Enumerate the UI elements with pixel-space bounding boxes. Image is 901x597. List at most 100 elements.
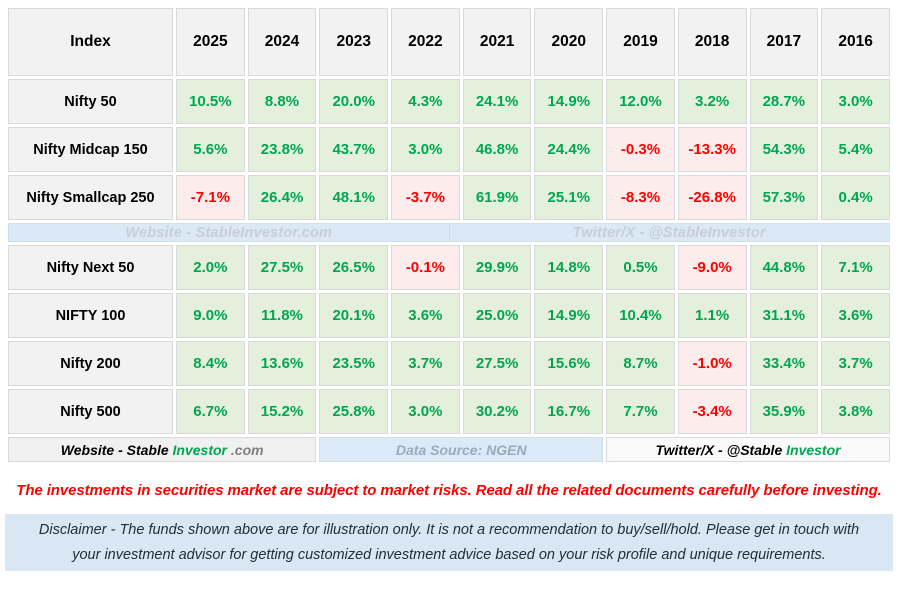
header-cell-year: 2019 [606, 8, 675, 76]
return-cell: 10.4% [606, 293, 675, 338]
header-cell-year: 2017 [749, 8, 819, 76]
return-cell: 14.8% [534, 245, 604, 290]
return-cell: 4.3% [391, 79, 460, 124]
return-cell: 11.8% [247, 293, 317, 338]
return-cell: 54.3% [749, 127, 819, 172]
return-cell: 44.8% [749, 245, 819, 290]
watermark-band: Website - StableInvestor.com Twitter/X -… [8, 223, 890, 242]
return-cell: 7.7% [606, 389, 675, 434]
return-cell: 25.1% [534, 175, 604, 220]
index-cell: Nifty Next 50 [8, 245, 173, 290]
return-cell: 30.2% [462, 389, 532, 434]
index-returns-page: Index 2025 2024 2023 2022 2021 2020 2019 2018 201… [5, 5, 893, 571]
header-cell-year: 2018 [677, 8, 747, 76]
return-cell: 31.1% [749, 293, 819, 338]
index-cell: Nifty 50 [8, 79, 173, 124]
table-row: Nifty 200 8.4% 13.6% 23.5% 3.7% 27.5% 15.6% 8.7… [8, 341, 890, 386]
table-row: Nifty Midcap 150 5.6% 23.8% 43.7% 3.0% 46.8% 2… [8, 127, 890, 172]
return-cell: 8.8% [247, 79, 317, 124]
index-cell: NIFTY 100 [8, 293, 173, 338]
disclaimer-text: Disclaimer - The funds shown above are f… [5, 514, 893, 571]
return-cell: 57.3% [749, 175, 819, 220]
header-cell-year: 2022 [391, 8, 460, 76]
table-row: Nifty 500 6.7% 15.2% 25.8% 3.0% 30.2% 16.7% 7.7… [8, 389, 890, 434]
returns-table-body-bottom: Nifty Next 50 2.0% 27.5% 26.5% -0.1% 29.9% 14.… [8, 245, 890, 434]
header-cell-year: 2025 [176, 8, 245, 76]
footer-datasource: Data Source: NGEN [319, 437, 604, 462]
return-cell: -0.3% [606, 127, 675, 172]
return-cell: 10.5% [176, 79, 245, 124]
return-cell: 27.5% [462, 341, 532, 386]
return-cell: 61.9% [462, 175, 532, 220]
footer-website: Website - Stable Investor .com [8, 437, 317, 462]
return-cell: 13.6% [247, 341, 317, 386]
header-cell-index: Index [8, 8, 173, 76]
return-cell: 14.9% [534, 293, 604, 338]
return-cell: 9.0% [176, 293, 245, 338]
return-cell: -3.7% [391, 175, 460, 220]
return-cell: 33.4% [749, 341, 819, 386]
footer-twitter: Twitter/X - @Stable Investor [606, 437, 890, 462]
return-cell: 5.4% [821, 127, 890, 172]
return-cell: 7.1% [821, 245, 890, 290]
returns-table-body-top: Nifty 50 10.5% 8.8% 20.0% 4.3% 24.1% 14.9% 12.0… [8, 79, 890, 220]
footer-website-prefix: Website - Stable [60, 441, 173, 458]
watermark-twitter: Twitter/X - @StableInvestor [572, 224, 766, 241]
return-cell: 3.7% [391, 341, 460, 386]
return-cell: 3.7% [821, 341, 890, 386]
return-cell: -7.1% [176, 175, 245, 220]
return-cell: 20.1% [319, 293, 389, 338]
watermark-row: Website - StableInvestor.com Twitter/X -… [8, 223, 890, 242]
returns-table: Index 2025 2024 2023 2022 2021 2020 2019 2018 201… [5, 5, 893, 465]
watermark-website: Website - StableInvestor.com [9, 224, 450, 241]
index-cell: Nifty Smallcap 250 [8, 175, 173, 220]
header-cell-year: 2021 [462, 8, 532, 76]
table-row: Nifty Next 50 2.0% 27.5% 26.5% -0.1% 29.9% 14.… [8, 245, 890, 290]
table-row: Nifty 50 10.5% 8.8% 20.0% 4.3% 24.1% 14.9% 12.0… [8, 79, 890, 124]
return-cell: 16.7% [534, 389, 604, 434]
return-cell: 23.5% [319, 341, 389, 386]
return-cell: 29.9% [462, 245, 532, 290]
return-cell: 0.5% [606, 245, 675, 290]
return-cell: 26.4% [247, 175, 317, 220]
market-risk-warning: The investments in securities market are… [16, 482, 882, 499]
index-cell: Nifty Midcap 150 [8, 127, 173, 172]
header-row: Index 2025 2024 2023 2022 2021 2020 2019 2018 201… [8, 8, 890, 76]
return-cell: 1.1% [677, 293, 747, 338]
return-cell: 27.5% [247, 245, 317, 290]
return-cell: 35.9% [749, 389, 819, 434]
return-cell: 23.8% [247, 127, 317, 172]
return-cell: 3.0% [391, 127, 460, 172]
footer-row: Website - Stable Investor .com Data Sour… [8, 437, 890, 462]
return-cell: 25.0% [462, 293, 532, 338]
footer-twitter-prefix: Twitter/X - @Stable [655, 441, 787, 458]
return-cell: 28.7% [749, 79, 819, 124]
footer-website-brand: Investor [172, 441, 228, 458]
return-cell: 6.7% [176, 389, 245, 434]
return-cell: 3.0% [391, 389, 460, 434]
return-cell: 14.9% [534, 79, 604, 124]
return-cell: 8.4% [176, 341, 245, 386]
return-cell: 24.1% [462, 79, 532, 124]
footer-twitter-brand: Investor [786, 441, 841, 458]
return-cell: 3.2% [677, 79, 747, 124]
header-cell-year: 2023 [319, 8, 389, 76]
return-cell: 46.8% [462, 127, 532, 172]
return-cell: 26.5% [319, 245, 389, 290]
return-cell: 12.0% [606, 79, 675, 124]
return-cell: 2.0% [176, 245, 245, 290]
return-cell: 3.6% [821, 293, 890, 338]
index-cell: Nifty 500 [8, 389, 173, 434]
return-cell: 25.8% [319, 389, 389, 434]
return-cell: -8.3% [606, 175, 675, 220]
header-cell-year: 2016 [821, 8, 890, 76]
return-cell: 3.0% [821, 79, 890, 124]
return-cell: -9.0% [677, 245, 747, 290]
return-cell: 8.7% [606, 341, 675, 386]
return-cell: -0.1% [391, 245, 460, 290]
table-row: NIFTY 100 9.0% 11.8% 20.1% 3.6% 25.0% 14.9% 10.… [8, 293, 890, 338]
return-cell: 20.0% [319, 79, 389, 124]
return-cell: -1.0% [677, 341, 747, 386]
return-cell: -26.8% [677, 175, 747, 220]
return-cell: -3.4% [677, 389, 747, 434]
